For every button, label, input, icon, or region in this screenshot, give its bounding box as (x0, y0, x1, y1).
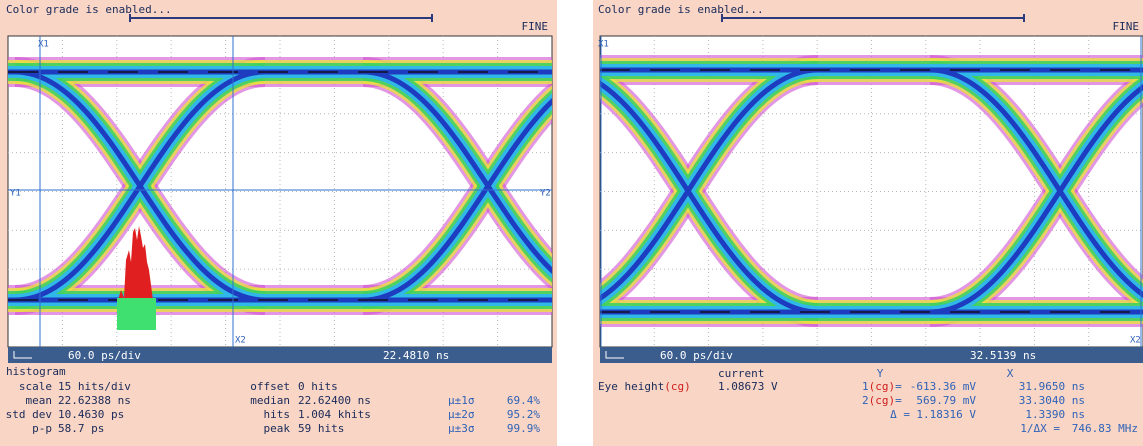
readout-cell: 22.62388 ns (58, 394, 131, 407)
tag: (cg) (869, 380, 896, 393)
label: 1 (862, 380, 869, 393)
marker: X1 (38, 40, 49, 50)
readout-cell: median (250, 394, 290, 407)
cursor-y: 1.18316 V (916, 408, 976, 421)
status: Color grade is enabled... (6, 3, 172, 16)
readout-cell: std dev (6, 408, 53, 421)
marker: Y1 (10, 189, 21, 199)
mode: FINE (1113, 20, 1140, 33)
readout-cell: hits (264, 408, 291, 421)
marker: X2 (235, 336, 246, 346)
cursor-lines (8, 36, 552, 347)
eye-pattern (600, 55, 1143, 327)
trace (14, 69, 266, 303)
position: 22.4810 ns (383, 349, 449, 362)
header: Y (877, 367, 884, 380)
right-panel: Color grade is enabled... FINE X1 X2 60.… (593, 0, 1143, 446)
histogram-window (117, 298, 156, 330)
tag: (cg) (664, 380, 691, 393)
icon (605, 351, 624, 359)
measure-value: 1.08673 V (718, 380, 778, 393)
header: current (718, 367, 764, 380)
timebase: 60.0 ps/div (660, 349, 733, 362)
readout-cell: 95.2% (507, 408, 540, 421)
readout-cell: 99.9% (507, 422, 540, 435)
readout-cell: 0 hits (298, 380, 338, 393)
label: 2 (862, 394, 869, 407)
trace-core (8, 71, 552, 301)
cursor-lines (600, 36, 1142, 347)
cursor-x: 33.3040 ns (1019, 394, 1085, 407)
marker: Y2 (540, 189, 551, 199)
readout-cell: scale (19, 380, 52, 393)
readout-cell: 59 hits (298, 422, 344, 435)
cursor-label: Δ = (890, 408, 910, 421)
cursor-x: 1.3390 ns (1025, 408, 1085, 421)
left-panel: Color grade is enabled... FINE X1 X2 Y1 … (0, 0, 557, 446)
trace-core (600, 69, 1143, 313)
measure-name: Eye height(cg) (598, 380, 691, 393)
readout-cell: mean (26, 394, 53, 407)
readout-cell: offset (250, 380, 290, 393)
readout-cell: p-p (32, 422, 52, 435)
header: X (1007, 367, 1014, 380)
timebase: 60.0 ps/div (68, 349, 141, 362)
trace (929, 84, 1143, 315)
readout-cell: 58.7 ps (58, 422, 104, 435)
cursor-label: 1(cg)= (862, 380, 902, 393)
readout: scale 15 hits/div offset 0 hits mean 22.62388… (6, 380, 541, 435)
eye-pattern (8, 57, 552, 315)
cursor-label: 2(cg)= (862, 394, 902, 407)
readout-cell: µ±2σ (448, 408, 475, 421)
trace (600, 67, 819, 302)
trace (362, 98, 552, 303)
marker: X1 (598, 40, 609, 50)
readout-cell: 22.62400 ns (298, 394, 371, 407)
readout-cell: 10.4630 ps (58, 408, 124, 421)
inverse-label: 1/ΔX = (1020, 422, 1060, 435)
eq: = (895, 380, 902, 393)
tag: (cg) (869, 394, 896, 407)
timebase-bar (600, 347, 1143, 363)
readout-cell: µ±3σ (448, 422, 475, 435)
cursor-y: 569.79 mV (916, 394, 976, 407)
readout-title: histogram (6, 365, 66, 378)
readout-cell: 69.4% (507, 394, 540, 407)
readout-cell: µ±1σ (448, 394, 475, 407)
position: 32.5139 ns (970, 349, 1036, 362)
status-bar (721, 14, 1025, 22)
timebase-bar (8, 347, 552, 363)
readout-cell: 15 hits/div (58, 380, 131, 393)
cursor-x: 31.9650 ns (1019, 380, 1085, 393)
status: Color grade is enabled... (598, 3, 764, 16)
icon (13, 351, 32, 359)
status-bar (129, 14, 433, 22)
mode: FINE (522, 20, 549, 33)
eq: = (895, 394, 902, 407)
inverse-value: 746.83 MHz (1072, 422, 1138, 435)
readout-cell: peak (264, 422, 291, 435)
readout-cell: 1.004 khits (298, 408, 371, 421)
marker: X2 (1130, 336, 1141, 346)
cursor-y: -613.36 mV (910, 380, 977, 393)
label: Eye height (598, 380, 664, 393)
